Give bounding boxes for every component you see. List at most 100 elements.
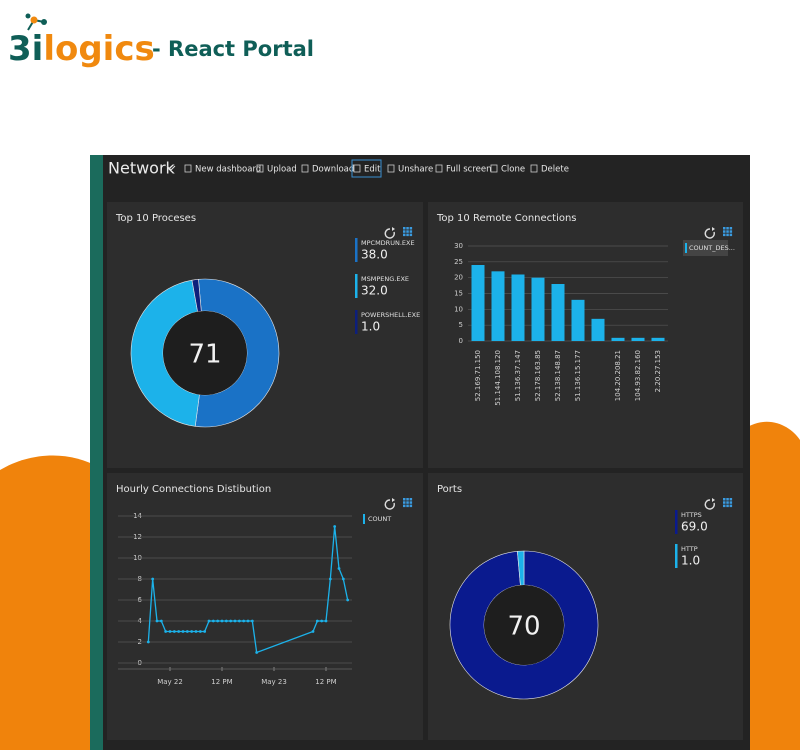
grid-icon[interactable] [406,227,409,230]
grid-icon[interactable] [729,498,733,501]
grid-icon[interactable] [403,230,406,233]
legend-value: 1.0 [681,554,700,568]
button-icon[interactable] [490,164,498,173]
button-icon[interactable] [353,164,361,173]
button-icon[interactable] [184,164,192,173]
point [229,619,233,623]
grid-icon[interactable] [409,504,413,508]
grid-icon[interactable] [406,501,409,504]
grid-icon[interactable] [409,498,413,501]
x-tick-label: 51.136.37.147 [514,350,522,401]
grid-icon[interactable] [406,498,409,501]
button-icon[interactable] [256,164,264,173]
y-tick-label: 30 [454,242,463,250]
refresh-arrow[interactable] [712,227,715,231]
toolbar: New dashboard Upload Download Edit Unshare Fu… [184,159,569,178]
refresh-icon[interactable] [704,228,715,239]
grid-icon[interactable] [409,230,413,233]
grid-icon[interactable] [403,501,406,504]
grid-icon[interactable] [723,498,726,501]
grid-icon[interactable] [403,504,406,508]
orange-shape [0,455,100,750]
grid-icon[interactable] [723,230,726,233]
refresh-icon[interactable] [384,499,395,510]
button-icon[interactable] [301,164,309,173]
grid-icon[interactable] [726,233,729,237]
point [177,630,181,633]
grid-icon[interactable] [409,233,413,237]
grid-icon[interactable] [729,501,733,504]
point [220,619,224,623]
legend-swatch [675,510,678,534]
grid-icon[interactable] [723,504,726,508]
y-tick-label: 5 [459,321,463,329]
point [250,619,254,623]
grid-icon[interactable] [726,230,729,233]
refresh-arrow[interactable] [392,227,395,231]
chevron[interactable] [166,165,176,171]
grid-icon[interactable] [726,498,729,501]
button-icon[interactable] [435,164,443,173]
refresh-icon[interactable] [704,499,715,510]
toolbar-button[interactable]: Edit [364,165,381,175]
toolbar-button[interactable]: Unshare [398,165,433,175]
point [203,630,207,633]
grid-icon[interactable] [726,504,729,508]
dashboard-title[interactable]: Network [108,159,176,178]
grid-icon[interactable] [726,501,729,504]
legend-label: MPCMDRUN.EXE [361,239,415,247]
point [155,619,159,623]
legend-label: HTTPS [681,511,702,519]
bar [471,265,485,341]
refresh-arrow[interactable] [392,498,395,502]
legend-value: 32.0 [361,284,388,298]
grid-icon[interactable] [729,504,733,508]
x-tick-label: May 23 [261,678,287,686]
grid-icon[interactable] [406,233,409,237]
toolbar-button[interactable]: Clone [501,165,525,175]
panel-icons [384,227,413,239]
grid-icon[interactable] [406,230,409,233]
donut-total: 70 [507,612,540,642]
grid-icon[interactable] [723,227,726,230]
grid-icon[interactable] [723,233,726,237]
bar [631,337,645,341]
grid-icon[interactable] [406,504,409,508]
legend-swatch [355,310,358,334]
legend-swatch [685,243,687,253]
grid-icon[interactable] [403,227,406,230]
point [233,619,237,623]
grid-icon[interactable] [729,233,733,237]
y-tick-label: 20 [454,274,463,282]
grid-icon[interactable] [403,233,406,237]
grid-icon[interactable] [726,227,729,230]
brand-suffix: logics [43,29,154,69]
point [207,619,211,623]
point [168,630,172,633]
grid-icon[interactable] [409,227,413,230]
toolbar-button[interactable]: Full screen [446,165,492,175]
point [172,630,176,633]
toolbar-button[interactable]: Download [312,165,354,175]
toolbar-button[interactable]: Upload [267,165,297,175]
brand: 3ilogics [8,29,155,69]
point [320,619,324,623]
point [311,630,315,633]
point [181,630,185,633]
legend-value: 69.0 [681,520,708,534]
grid-icon[interactable] [729,230,733,233]
grid-icon[interactable] [409,501,413,504]
refresh-icon[interactable] [384,228,395,239]
button-icon[interactable] [530,164,538,173]
toolbar-button[interactable]: New dashboard [195,165,261,175]
button-icon[interactable] [387,164,395,173]
toolbar-button[interactable]: Delete [541,165,569,175]
legend-value: 38.0 [361,248,388,262]
x-tick-label: 2.20.27.153 [654,350,662,392]
refresh-arrow[interactable] [712,498,715,502]
grid-icon[interactable] [723,501,726,504]
donut-hole [484,585,564,665]
grid-icon[interactable] [729,227,733,230]
x-tick-label: 104.20.208.21 [614,350,622,401]
grid-icon[interactable] [403,498,406,501]
